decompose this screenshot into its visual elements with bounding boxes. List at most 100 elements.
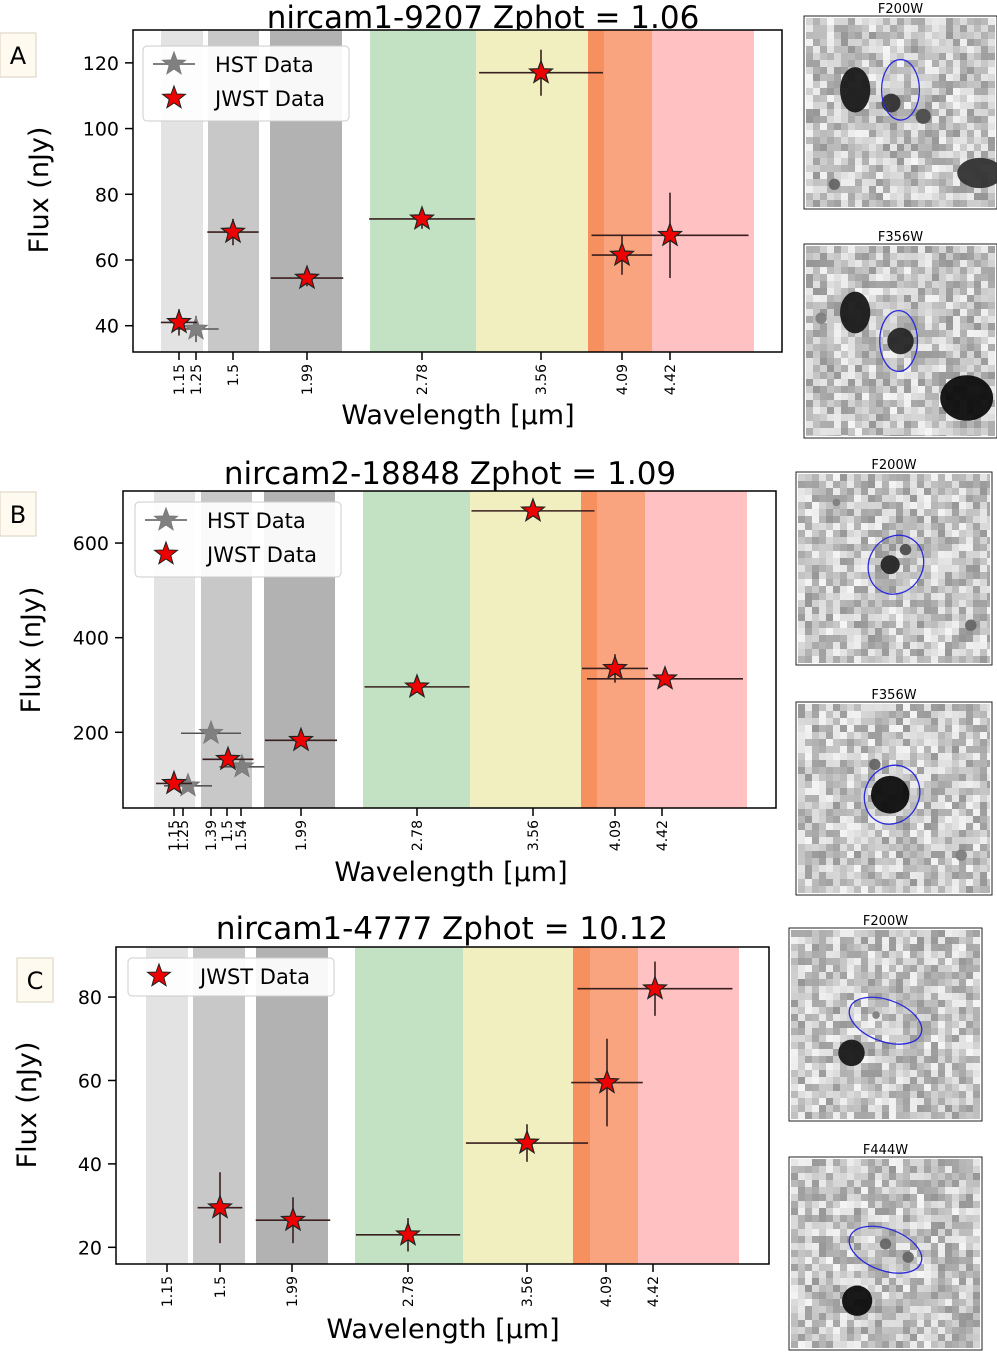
filter-band bbox=[645, 491, 747, 808]
y-tick-label: 20 bbox=[78, 1237, 102, 1259]
cutout-source bbox=[880, 555, 900, 575]
cutout-source bbox=[840, 67, 871, 113]
cutout-f200w: F200W bbox=[803, 2, 997, 210]
cutout-source bbox=[887, 327, 914, 355]
x-tick-label: 1.15 bbox=[160, 1276, 176, 1307]
legend-hst-marker bbox=[161, 50, 187, 75]
filter-band bbox=[652, 30, 754, 352]
y-tick-label: 400 bbox=[73, 628, 109, 650]
jwst-data-point bbox=[165, 308, 193, 334]
panel-label: B bbox=[10, 501, 26, 529]
cutout-source bbox=[815, 312, 827, 324]
cutout-f444w: F444W bbox=[788, 1143, 983, 1351]
jwst-data-point bbox=[656, 221, 684, 247]
cutout-source bbox=[872, 1011, 880, 1019]
filter-band bbox=[588, 30, 604, 352]
aperture-ellipse bbox=[879, 309, 919, 373]
x-tick-label: 3.56 bbox=[526, 820, 542, 851]
cutout-title: F200W bbox=[871, 458, 916, 473]
cutout-source bbox=[940, 375, 994, 421]
x-tick-label: 1.99 bbox=[300, 364, 316, 395]
filter-band bbox=[590, 947, 638, 1264]
filter-band bbox=[146, 947, 188, 1264]
x-axis-label: Wavelength [μm] bbox=[326, 1314, 559, 1345]
x-tick-label: 2.78 bbox=[415, 364, 431, 395]
cutout-source bbox=[899, 543, 912, 556]
y-tick-label: 40 bbox=[78, 1154, 102, 1176]
legend-label: JWST Data bbox=[213, 87, 325, 111]
plot-frame bbox=[132, 29, 783, 353]
legend-label: HST Data bbox=[207, 509, 306, 533]
x-tick-label: 2.78 bbox=[401, 1276, 417, 1307]
x-tick-label: 1.15 bbox=[167, 820, 183, 851]
panel-label: C bbox=[27, 967, 44, 995]
cutout-f356w: F356W bbox=[803, 230, 997, 439]
legend-label: JWST Data bbox=[198, 965, 310, 989]
x-tick-label: 1.5 bbox=[220, 820, 236, 842]
jwst-data-point bbox=[641, 974, 669, 1000]
cutout-f356w: F356W bbox=[795, 688, 993, 896]
panel-label-box bbox=[0, 32, 37, 78]
y-axis-label: Flux (nJy) bbox=[24, 127, 55, 254]
x-tick-label: 4.09 bbox=[599, 1276, 615, 1307]
filter-band bbox=[581, 491, 597, 808]
y-tick-label: 120 bbox=[83, 53, 119, 75]
y-tick-label: 100 bbox=[83, 119, 119, 141]
cutout-source bbox=[870, 775, 910, 814]
jwst-data-point bbox=[593, 1068, 621, 1094]
aperture-ellipse bbox=[880, 58, 921, 121]
panel-label-box bbox=[16, 957, 54, 1003]
y-axis-label: Flux (nJy) bbox=[12, 1042, 43, 1169]
plot-frame bbox=[122, 490, 777, 809]
legend-jwst-marker bbox=[161, 84, 187, 109]
cutout-noise bbox=[791, 930, 980, 1119]
x-tick-label: 1.54 bbox=[234, 820, 250, 851]
x-tick-label: 1.5 bbox=[213, 1276, 229, 1298]
jwst-data-point bbox=[513, 1129, 541, 1155]
filter-band bbox=[463, 947, 573, 1264]
cutout-source bbox=[881, 93, 901, 113]
aperture-ellipse bbox=[848, 996, 923, 1045]
x-axis-label: Wavelength [μm] bbox=[341, 400, 574, 431]
cutout-title: F356W bbox=[871, 688, 916, 703]
x-tick-label: 1.39 bbox=[204, 820, 220, 851]
aperture-ellipse bbox=[863, 764, 921, 825]
panel-a: nircam1-9207 Zphot = 1.06A4060801001201.… bbox=[0, 0, 997, 439]
cutout-title: F200W bbox=[863, 914, 908, 929]
x-tick-label: 3.56 bbox=[534, 364, 550, 395]
y-tick-label: 60 bbox=[95, 250, 119, 272]
cutout-source bbox=[838, 1039, 865, 1067]
cutout-noise bbox=[798, 474, 990, 663]
legend-jwst-marker bbox=[153, 540, 179, 565]
cutout-source bbox=[902, 1251, 914, 1263]
legend-box bbox=[127, 957, 335, 997]
cutout-source bbox=[957, 157, 997, 189]
cutout-source bbox=[840, 291, 871, 334]
jwst-data-point bbox=[408, 205, 436, 230]
filter-band bbox=[573, 947, 590, 1264]
chart-title: nircam2-18848 Zphot = 1.09 bbox=[224, 456, 676, 492]
jwst-data-point bbox=[519, 497, 547, 522]
jwst-data-point bbox=[608, 241, 636, 267]
jwst-data-point bbox=[206, 1193, 234, 1219]
cutout-source bbox=[965, 619, 977, 631]
x-tick-label: 4.42 bbox=[655, 820, 671, 851]
cutout-f200w: F200W bbox=[788, 914, 983, 1122]
legend-label: HST Data bbox=[215, 53, 314, 77]
filter-band bbox=[470, 491, 581, 808]
legend-jwst-marker bbox=[146, 962, 172, 987]
x-tick-label: 1.99 bbox=[285, 1276, 301, 1307]
x-tick-label: 4.09 bbox=[608, 820, 624, 851]
aperture-ellipse bbox=[848, 1225, 923, 1274]
jwst-data-point bbox=[287, 726, 315, 752]
x-tick-label: 3.56 bbox=[520, 1276, 536, 1307]
y-tick-label: 600 bbox=[73, 533, 109, 555]
jwst-data-point bbox=[293, 264, 321, 290]
x-tick-label: 1.25 bbox=[189, 364, 205, 395]
plot-frame bbox=[115, 946, 770, 1265]
jwst-data-point bbox=[394, 1221, 422, 1246]
x-axis-label: Wavelength [μm] bbox=[334, 857, 567, 888]
y-tick-label: 40 bbox=[95, 316, 119, 338]
jwst-data-point bbox=[651, 665, 679, 690]
